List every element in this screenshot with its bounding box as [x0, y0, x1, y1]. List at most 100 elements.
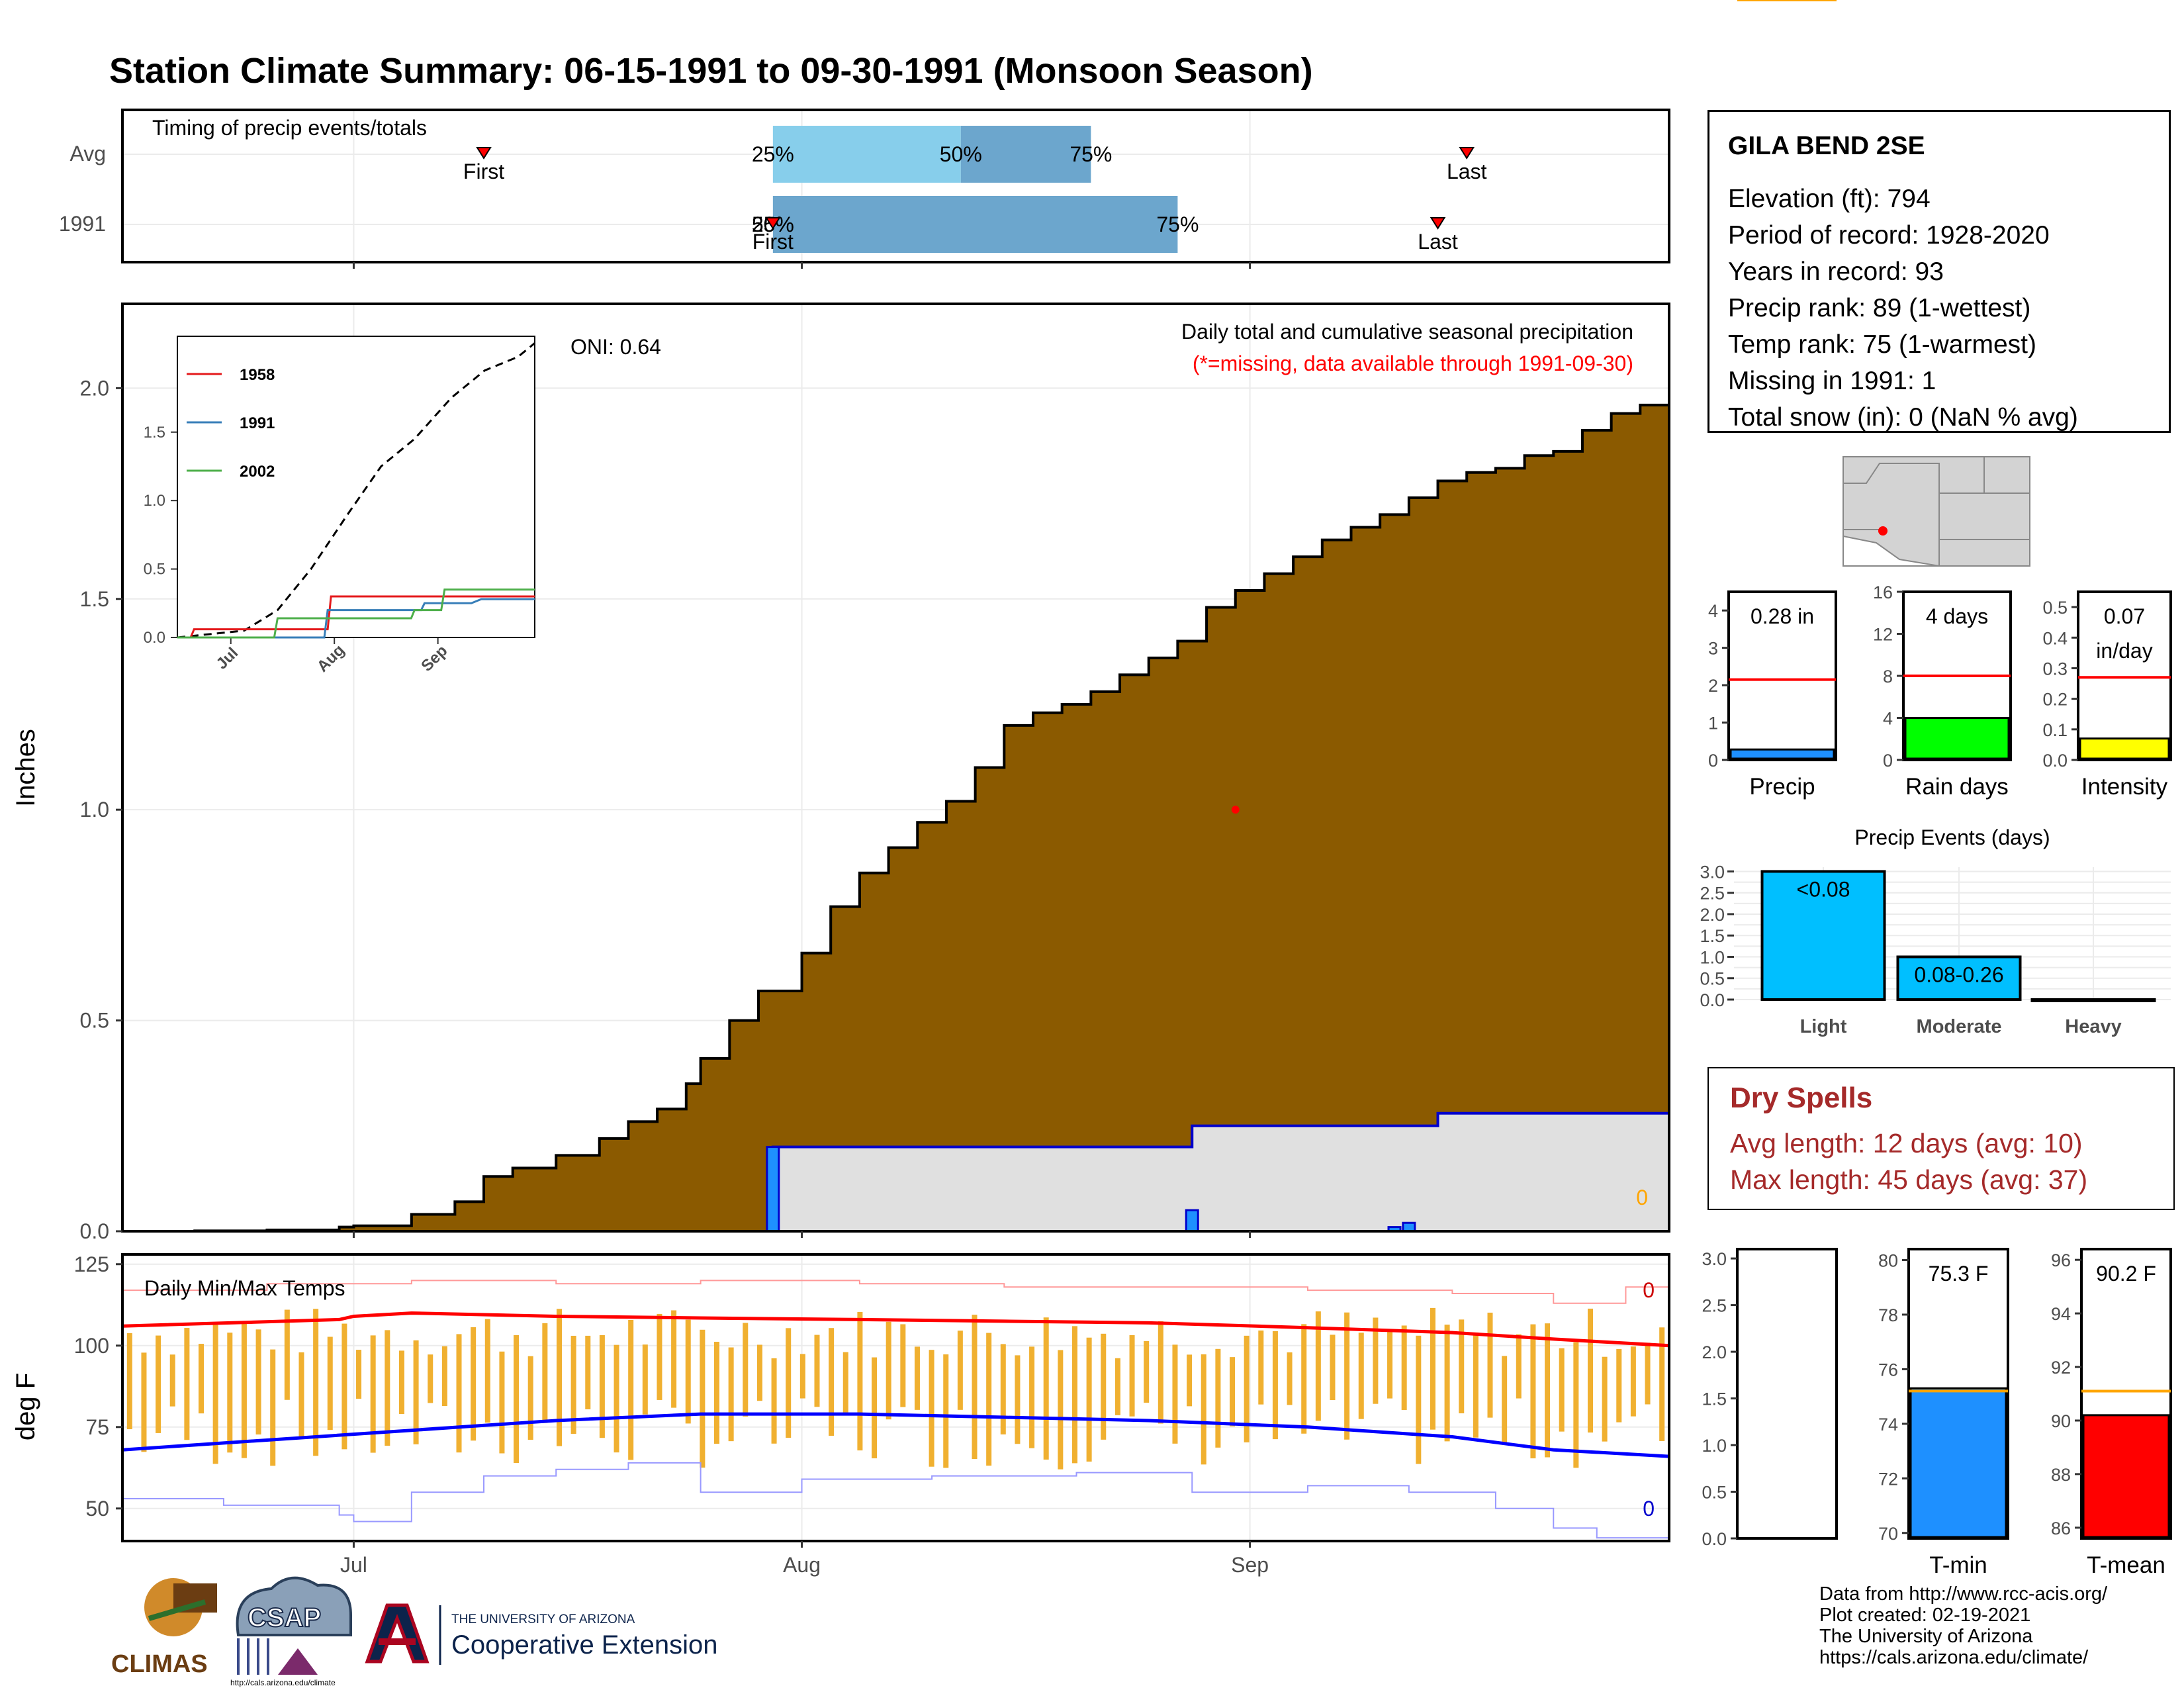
- csap-cloud-icon: [236, 1576, 352, 1636]
- small-panel-bar-tmax: [2082, 1414, 2170, 1538]
- small-panel-ytick-label-tmax-4: 94: [2051, 1304, 2071, 1324]
- station-precip-rank: Precip rank: 89 (1-wettest): [1728, 294, 2031, 322]
- small-panel-ytick-label-intensity-0: 0.0: [2042, 751, 2068, 771]
- y1991-first-marker: [765, 217, 781, 230]
- precip-ytick-label-1: 0.5: [80, 1009, 109, 1033]
- temp-xtick-label-2: Sep: [1231, 1553, 1269, 1577]
- small-panel-value-tmean: 75.3 F: [1929, 1262, 1989, 1286]
- temp-range-bar-44: [756, 1344, 762, 1401]
- precip-title: Daily total and cumulative seasonal prec…: [1181, 320, 1633, 344]
- dry-spells-box: Dry Spells Avg length: 12 days (avg: 10)…: [1707, 1067, 2175, 1210]
- small-panel-value-precip: 0.28 in: [1751, 604, 1814, 628]
- small-panel-ytick-label-intensity-5: 0.5: [2042, 598, 2068, 618]
- temp-range-bar-96: [1502, 1356, 1508, 1443]
- temp-range-bar-66: [1071, 1326, 1077, 1464]
- avg-q25-label: 25%: [752, 142, 794, 166]
- oni-label: ONI: 0.64: [570, 335, 661, 359]
- avg-cumulative-area: [122, 397, 1670, 1233]
- temp-range-bar-61: [1000, 1344, 1006, 1434]
- small-panel-tmin: 0.00.51.01.52.02.53.0: [1702, 0, 1838, 1549]
- precip-ytick-label-3: 1.5: [80, 587, 109, 611]
- temp-range-bar-39: [685, 1319, 691, 1424]
- events-category-1: Moderate: [1917, 1016, 2002, 1037]
- temp-range-bar-21: [428, 1354, 433, 1403]
- temp-range-bar-57: [943, 1354, 949, 1468]
- small-panel-ytick-label-tmean-1: 72: [1878, 1469, 1898, 1489]
- temp-ytick-label-2: 100: [74, 1334, 109, 1358]
- small-panel-value-raindays: 4 days: [1926, 604, 1988, 628]
- avg-first-label: First: [463, 160, 504, 183]
- small-panel-ytick-label-precip-4: 4: [1708, 601, 1718, 621]
- small-panel-ytick-label-tmin-0: 0.0: [1702, 1529, 1727, 1549]
- temp-range-bar-86: [1358, 1333, 1364, 1419]
- small-panel-ytick-label-tmean-3: 76: [1878, 1360, 1898, 1380]
- inset-series-line-1991: [177, 598, 535, 639]
- temp-range-bar-48: [814, 1335, 820, 1407]
- temp-range-bar-13: [313, 1309, 319, 1456]
- temp-range-bar-26: [499, 1351, 505, 1454]
- temp-grid: [124, 1256, 1668, 1540]
- small-panel-ytick-label-precip-3: 3: [1708, 639, 1718, 659]
- small-panel-ytick-label-tmax-2: 90: [2051, 1411, 2071, 1431]
- temp-range-bar-27: [514, 1335, 520, 1463]
- temp-range-bar-34: [614, 1344, 619, 1453]
- credit-line-university: The University of Arizona: [1819, 1626, 2033, 1647]
- station-period: Period of record: 1928-2020: [1728, 221, 2050, 250]
- temp-range-bar-19: [398, 1350, 404, 1415]
- temp-range-bar-67: [1086, 1337, 1092, 1462]
- events-bar-1: [1896, 955, 2022, 1002]
- temp-range-bar-68: [1101, 1333, 1107, 1440]
- precip-y-axis: 0.0 0.5 1.0 1.5 2.0: [80, 376, 1251, 1243]
- temp-range-bar-35: [628, 1319, 634, 1460]
- temp-range-bar-92: [1444, 1325, 1450, 1442]
- small-panel-ytick-label-tmin-6: 3.0: [1702, 1249, 1727, 1269]
- temp-range-bar-15: [341, 1323, 347, 1450]
- climas-logo: CLIMAS: [111, 1578, 217, 1678]
- temp-range-bar-101: [1573, 1342, 1579, 1468]
- precip-ytick-label-4: 2.0: [80, 376, 109, 400]
- temp-range-bar-10: [270, 1349, 276, 1466]
- temp-range-bar-56: [929, 1350, 934, 1467]
- small-panel-ytick-label-intensity-4: 0.4: [2042, 628, 2068, 648]
- ua-a-icon: [365, 1603, 430, 1664]
- temp-range-bar-78: [1244, 1335, 1250, 1442]
- small-panel-ytick-label-tmean-4: 78: [1878, 1305, 1898, 1325]
- events-ytick-label-2: 1.0: [1700, 947, 1725, 967]
- temp-range-bar-106: [1645, 1342, 1651, 1405]
- map-state-borders: [1843, 457, 2030, 566]
- temp-range-bar-36: [642, 1344, 648, 1415]
- inset-ytick-label-2: 1.0: [144, 492, 165, 510]
- temp-range-bar-102: [1587, 1308, 1593, 1433]
- map-mexico-area: [1843, 535, 1940, 567]
- temp-range-bar-46: [786, 1328, 792, 1438]
- temp-range-bar-17: [370, 1335, 376, 1453]
- small-panel-ytick-label-intensity-1: 0.1: [2042, 720, 2068, 740]
- small-panel-ytick-label-tmin-1: 0.5: [1702, 1483, 1727, 1503]
- small-panel-category-tmax: T-mean: [2087, 1552, 2165, 1578]
- temp-range-bar-88: [1387, 1330, 1393, 1399]
- temp-range-bar-24: [471, 1327, 477, 1441]
- ua-a-bar-icon: [379, 1638, 416, 1645]
- temp-range-bar-47: [799, 1354, 805, 1399]
- temp-range-bar-99: [1545, 1323, 1551, 1458]
- small-panel-ytick-label-raindays-1: 4: [1883, 709, 1893, 729]
- temp-range-bar-9: [255, 1329, 261, 1435]
- dry-spells-max: Max length: 45 days (avg: 37): [1730, 1164, 2088, 1195]
- small-panel-ytick-label-tmin-5: 2.5: [1702, 1296, 1727, 1316]
- temp-min-missing: 0: [1643, 1497, 1655, 1521]
- inset-ytick-label-1: 0.5: [144, 561, 165, 579]
- inset-ytick-label-3: 1.5: [144, 424, 165, 442]
- precip-ytick-label-0: 0.0: [80, 1219, 109, 1243]
- small-panel-ytick-label-raindays-3: 12: [1873, 625, 1893, 645]
- station-info-box: GILA BEND 2SE Elevation (ft): 794 Period…: [1707, 110, 2171, 433]
- small-panel-ytick-label-tmean-2: 74: [1878, 1415, 1898, 1434]
- logos: CLIMAS CSAP http://cals.arizona.edu/clim…: [111, 1576, 717, 1687]
- temp-range-bar-25: [484, 1319, 490, 1423]
- inset-legend-label-2002: 2002: [240, 463, 275, 481]
- small-panel-ytick-label-tmin-4: 2.0: [1702, 1342, 1727, 1362]
- temp-range-bar-23: [456, 1334, 462, 1453]
- page-title: Station Climate Summary: 06-15-1991 to 0…: [109, 51, 1313, 91]
